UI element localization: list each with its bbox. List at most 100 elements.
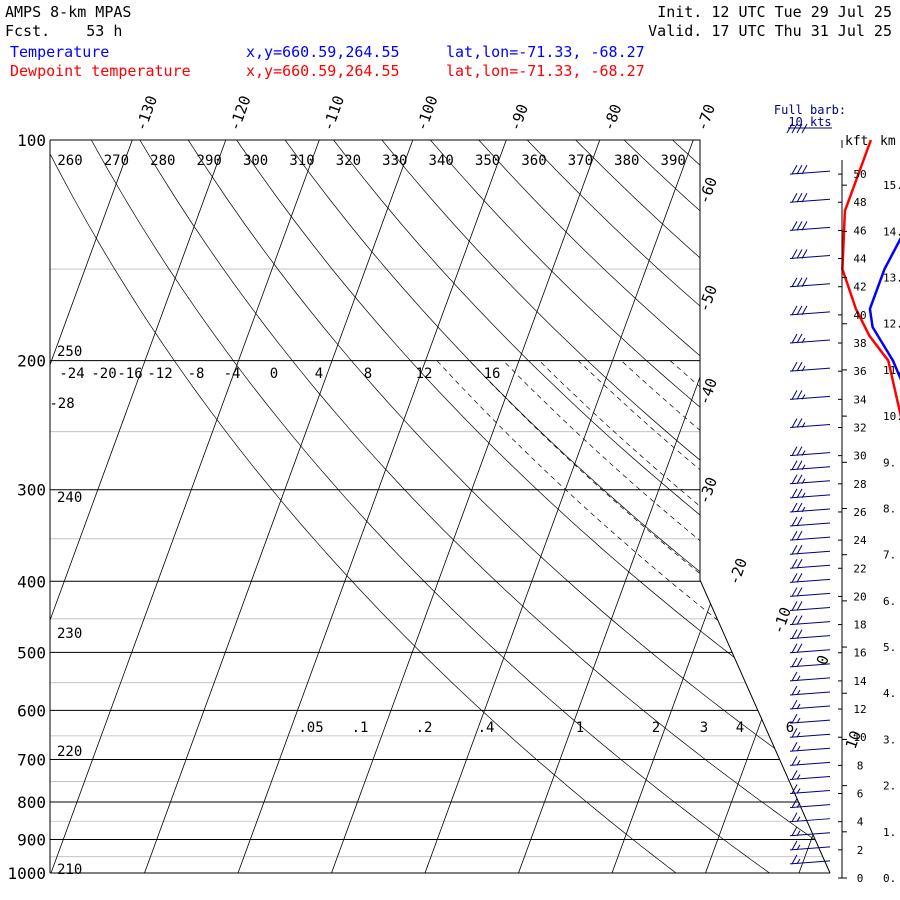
- wind-barb-staff: [789, 283, 831, 288]
- isotherm: [144, 140, 414, 873]
- mixing-ratio-label: -28: [49, 396, 74, 412]
- km-tick-label: 6.: [883, 595, 896, 608]
- wind-barb-feather: [791, 502, 798, 513]
- wind-barb-feather: [791, 249, 798, 259]
- wind-barb-staff: [789, 339, 831, 344]
- wind-barb-feather: [796, 516, 803, 527]
- wind-barb-feather: [791, 756, 798, 766]
- wind-barb-feather: [796, 544, 803, 555]
- pressure-tick-label: 200: [17, 352, 46, 371]
- temperature-tick-label: -30: [695, 475, 721, 507]
- wind-barb-feather: [791, 699, 798, 710]
- wind-barb-feather: [796, 488, 803, 499]
- wind-barb-staff: [789, 761, 831, 766]
- pressure-tick-label: 700: [17, 750, 46, 769]
- wind-barb-feather: [796, 192, 803, 203]
- wind-barb-staff: [789, 311, 831, 316]
- mixing-ratio-label: -8: [188, 366, 205, 382]
- wind-barb-staff: [789, 635, 831, 640]
- wind-title-line2: 10 kts: [788, 115, 831, 129]
- dry-adiabat: [90, 140, 770, 873]
- kft-tick-label: 20: [853, 590, 866, 603]
- mixing-ratio-label: 4: [736, 720, 744, 736]
- moist-adiabat: [436, 360, 830, 873]
- wind-barb-half-feather: [796, 816, 801, 822]
- wind-barb-half-feather: [796, 802, 801, 808]
- theta-label: 280: [150, 153, 175, 169]
- wind-barb-staff: [789, 691, 831, 696]
- init-time: Init. 12 UTC Tue 29 Jul 25: [657, 3, 892, 21]
- dry-adiabat: [139, 140, 830, 873]
- wind-barb-feather: [796, 573, 803, 583]
- mixing-ratio-label: 2: [652, 720, 660, 736]
- km-tick-label: 13.: [883, 272, 900, 285]
- wind-barb-half-feather: [796, 788, 801, 794]
- wind-barb-half-feather: [801, 506, 806, 513]
- wind-barb-staff: [789, 649, 831, 654]
- wind-barb-half-feather: [796, 844, 801, 851]
- theta-label: 250: [57, 344, 82, 360]
- wind-barb-feather: [791, 390, 798, 400]
- pressure-tick-label: 600: [17, 701, 46, 720]
- legend-temperature-latlon: lat,lon=-71.33, -68.27: [446, 43, 645, 61]
- wind-barb-feather: [796, 446, 803, 456]
- pressure-tick-label: 800: [17, 793, 46, 812]
- mixing-ratio-label: -16: [117, 366, 142, 382]
- legend-temperature-coords: x,y=660.59,264.55: [246, 43, 400, 61]
- dry-adiabat: [575, 140, 830, 873]
- km-tick-label: 12.: [883, 318, 900, 331]
- wind-barb-feather: [791, 333, 798, 344]
- wind-barb-feather: [791, 854, 798, 865]
- wind-barb-feather: [791, 629, 798, 639]
- pressure-tick-label: 100: [17, 131, 46, 150]
- mixing-ratio-label: -4: [224, 366, 241, 382]
- wind-barb-staff: [789, 860, 831, 865]
- wind-barb-feather: [791, 671, 798, 682]
- wind-barb-feather: [791, 727, 798, 738]
- dry-adiabat: [333, 140, 830, 873]
- wind-barb-feather: [791, 601, 798, 611]
- dry-adiabat: [769, 140, 830, 873]
- kft-tick-label: 48: [853, 196, 866, 209]
- mixing-ratio-label: 3: [700, 720, 708, 736]
- wind-barb-feather: [801, 164, 808, 175]
- mixing-ratio-label: 4: [315, 366, 323, 382]
- mixing-ratio-label: 6: [786, 720, 794, 736]
- wind-barb-feather: [791, 573, 798, 583]
- moist-adiabat: [578, 360, 830, 873]
- kft-tick-label: 26: [853, 506, 866, 519]
- wind-barb-feather: [791, 559, 798, 569]
- theta-label: 210: [57, 862, 82, 878]
- wind-barb-feather: [796, 601, 803, 611]
- wind-barb-feather: [791, 277, 798, 287]
- mixing-ratio-label: .4: [478, 720, 495, 736]
- km-tick-label: 1.: [883, 826, 896, 839]
- kft-tick-label: 40: [853, 309, 866, 322]
- wind-barb-half-feather: [796, 731, 801, 738]
- wind-barb-staff: [789, 466, 831, 471]
- valid-time: Valid. 17 UTC Thu 31 Jul 25: [648, 22, 892, 40]
- wind-barb-feather: [791, 784, 798, 794]
- wind-barb-half-feather: [796, 858, 801, 865]
- wind-barb-half-feather: [801, 422, 806, 428]
- km-tick-label: 4.: [883, 687, 896, 700]
- wind-barb-staff: [789, 804, 831, 809]
- wind-barb-feather: [796, 333, 803, 344]
- kft-tick-label: 28: [853, 478, 866, 491]
- wind-barb-staff: [789, 255, 831, 260]
- pressure-tick-label: 900: [17, 830, 46, 849]
- pressure-tick-label: 400: [17, 572, 46, 591]
- isotherm: [331, 140, 601, 873]
- temperature-tick-label: -60: [695, 175, 721, 207]
- mixing-ratio-label: .2: [416, 720, 433, 736]
- wind-barb-staff: [789, 719, 831, 724]
- isotherm: [50, 140, 227, 873]
- mixing-ratio-label: -12: [147, 366, 172, 382]
- legend-dewpoint-name: Dewpoint temperature: [10, 62, 191, 80]
- kft-tick-label: 24: [853, 534, 867, 547]
- wind-barb-feather: [791, 587, 798, 597]
- wind-barb-staff: [789, 480, 831, 485]
- wind-barb-staff: [789, 494, 831, 499]
- km-tick-label: 9.: [883, 456, 896, 469]
- legend-dewpoint-coords: x,y=660.59,264.55: [246, 62, 400, 80]
